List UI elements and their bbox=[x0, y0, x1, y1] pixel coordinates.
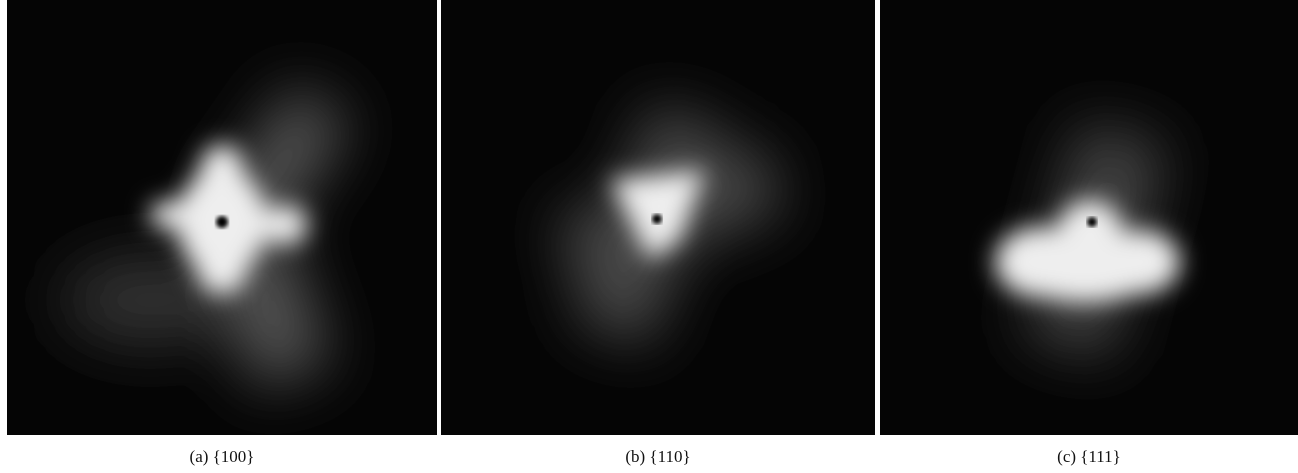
image-a bbox=[7, 0, 437, 435]
image-b bbox=[441, 0, 875, 435]
figure: (a) {100} (b) {110} (c) {111} bbox=[0, 0, 1298, 473]
caption: (b) {110} bbox=[625, 447, 690, 466]
caption: (a) {100} bbox=[190, 447, 255, 466]
image-c bbox=[880, 0, 1298, 435]
caption: (c) {111} bbox=[1057, 447, 1121, 466]
